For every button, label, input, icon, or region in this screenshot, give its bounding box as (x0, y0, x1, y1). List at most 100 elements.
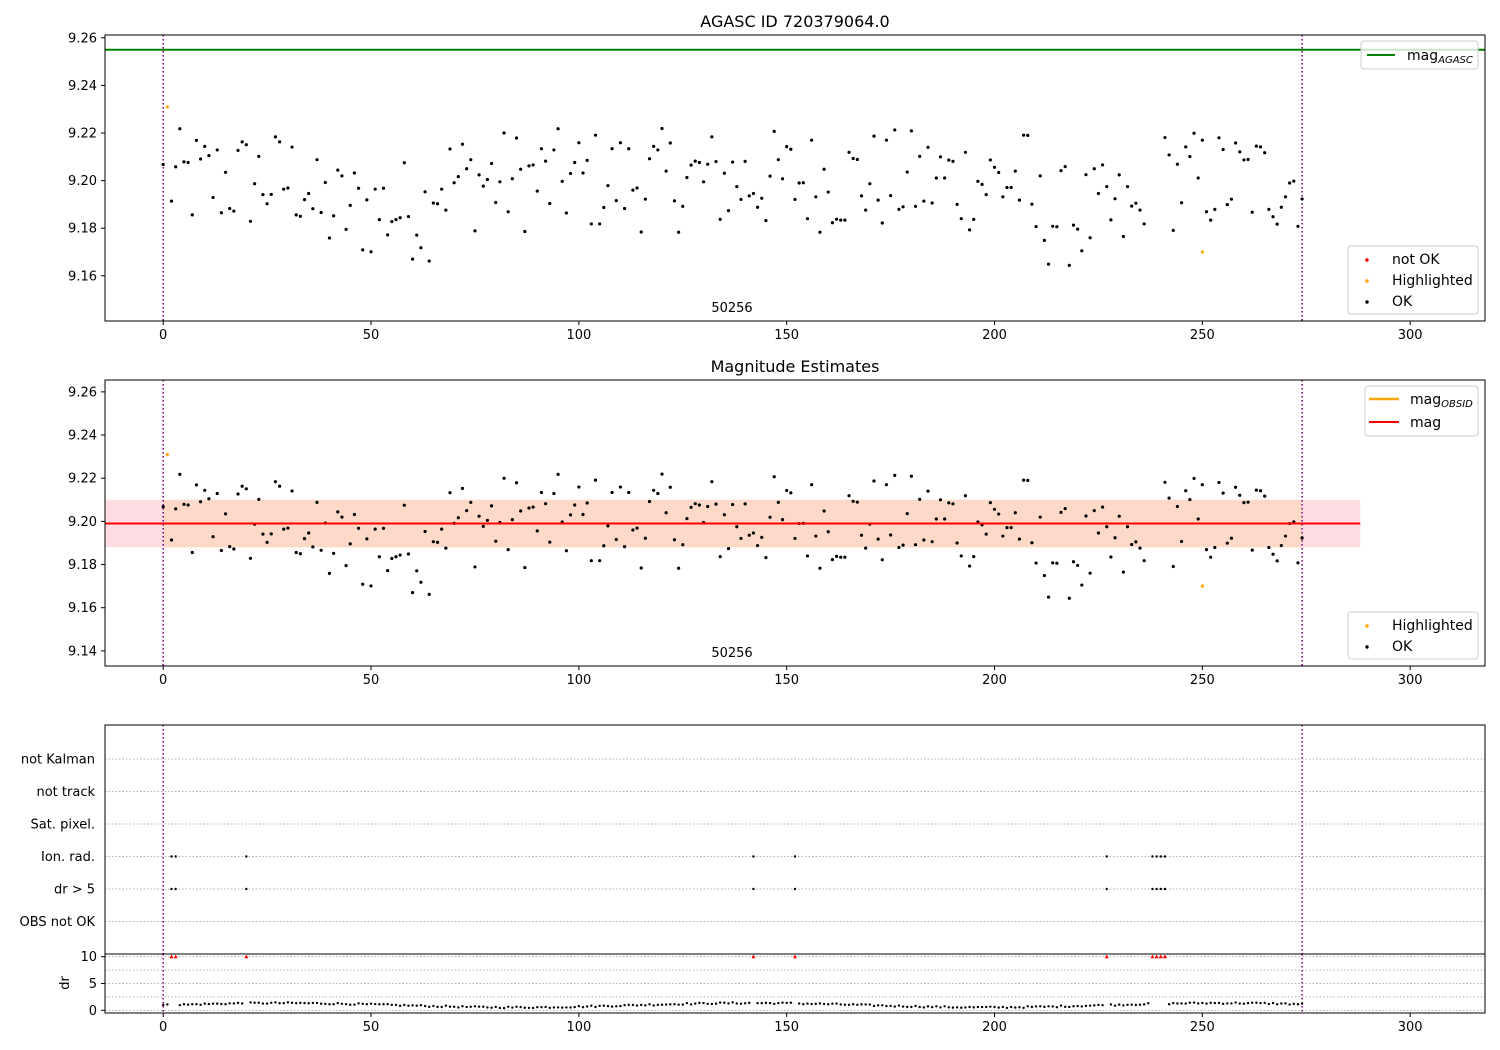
ok-point (793, 197, 797, 202)
ok-point (548, 201, 552, 206)
ok-point (760, 196, 764, 200)
ok-point (1283, 195, 1288, 199)
x-tick-label: 200 (982, 328, 1007, 343)
dr-point (951, 1006, 955, 1009)
ok-point (1125, 525, 1130, 529)
ok-point (535, 529, 539, 533)
ok-point (905, 170, 909, 174)
ok-point (1171, 564, 1175, 569)
ok-point (240, 140, 244, 144)
dr-point (989, 1005, 992, 1008)
dr-point (240, 1002, 244, 1005)
ok-point (510, 177, 514, 181)
dr-point (1009, 1005, 1013, 1009)
ok-point (1022, 478, 1026, 482)
dr-point (702, 1001, 705, 1005)
dr-point (498, 1006, 502, 1010)
ok-point (1030, 202, 1034, 206)
dr-point (594, 1005, 597, 1009)
ok-point (1175, 162, 1180, 166)
ok-point (822, 167, 826, 171)
ok-point (361, 582, 365, 586)
ok-point (1192, 131, 1196, 135)
ok-point (1100, 163, 1105, 167)
ok-point (1275, 222, 1279, 226)
ok-point (1296, 561, 1300, 565)
ok-point (606, 524, 610, 528)
ok-point (161, 162, 165, 167)
dr-point (199, 1003, 202, 1006)
ok-point (315, 500, 319, 504)
dr-point (723, 1001, 726, 1004)
dr-point (818, 1002, 822, 1005)
ok-point (1117, 514, 1121, 518)
ok-point (199, 157, 203, 161)
ok-point (169, 199, 174, 203)
ok-point (207, 497, 211, 501)
dr-point (419, 1004, 423, 1007)
dr-point (282, 1001, 285, 1005)
ok-point (780, 177, 785, 181)
ok-point (1055, 225, 1059, 229)
ok-point (772, 475, 776, 479)
x-tick-label: 50 (363, 328, 380, 343)
dr-clipped-marker (244, 954, 249, 959)
ok-point (344, 564, 348, 568)
dr-point (340, 1002, 344, 1005)
dr-point (1014, 1006, 1017, 1009)
ok-point (261, 193, 265, 197)
ok-point (585, 158, 589, 162)
ok-point (415, 233, 419, 237)
ok-point (244, 487, 248, 491)
dr-point (531, 1006, 535, 1010)
dr-point (947, 1006, 950, 1009)
legend-agasc-points: not OK Highlighted OK (1347, 245, 1479, 315)
ok-point (307, 191, 311, 196)
ok-point (410, 591, 415, 595)
ok-point (1171, 228, 1175, 232)
ok-point (444, 546, 448, 550)
ok-point (440, 527, 444, 531)
ok-point (1267, 207, 1271, 212)
ok-point (1038, 174, 1042, 178)
ok-point (448, 147, 452, 151)
ok-point (851, 499, 855, 503)
dr-point (1205, 1002, 1208, 1005)
dr-point (386, 1002, 389, 1006)
ok-point (627, 147, 631, 151)
ok-point (988, 501, 992, 505)
flag-point (245, 855, 248, 858)
dr-point (590, 1004, 593, 1007)
ok-point (1271, 215, 1275, 219)
ok-point (373, 187, 377, 191)
ok-point (1242, 501, 1246, 505)
ok-point (598, 222, 602, 226)
dr-point (332, 1002, 335, 1006)
ok-point (955, 541, 959, 545)
dr-point (315, 1001, 319, 1005)
dr-point (577, 1004, 581, 1008)
ok-point (1092, 167, 1096, 171)
ok-point (893, 128, 897, 132)
ok-point (614, 537, 618, 542)
ok-point (473, 565, 477, 569)
dr-point (523, 1006, 527, 1009)
ok-point (1125, 184, 1130, 189)
ok-point (1213, 207, 1217, 212)
ok-point (427, 592, 431, 596)
ok-point (760, 535, 764, 539)
ok-point (851, 156, 855, 161)
dr-point (1047, 1005, 1050, 1008)
ok-point (1109, 555, 1113, 559)
ok-point (265, 202, 269, 206)
ok-point (211, 535, 215, 539)
dr-point (469, 1005, 472, 1008)
dr-point (207, 1002, 211, 1006)
ok-point (182, 502, 186, 506)
ok-point (1038, 515, 1042, 519)
ok-point (847, 150, 851, 154)
legend-highlighted-marker (1365, 279, 1369, 283)
ok-point (469, 500, 473, 504)
ok-point (356, 526, 361, 530)
ok-point (248, 556, 253, 560)
